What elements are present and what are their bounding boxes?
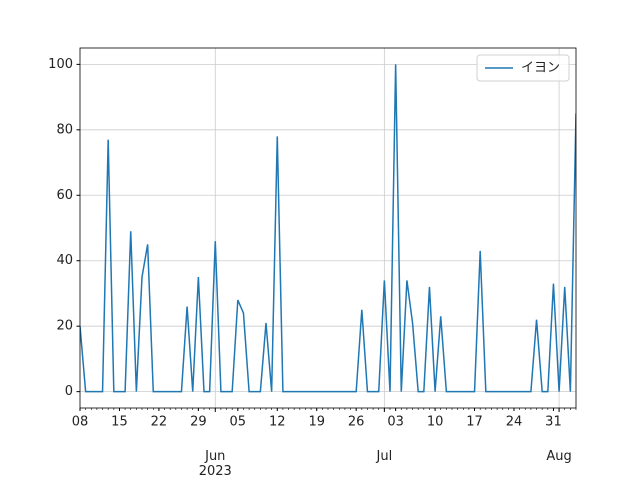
- y-tick-label: 80: [56, 122, 73, 137]
- x-tick-label: 15: [111, 415, 128, 430]
- x-tick-label: 22: [151, 415, 168, 430]
- x-tick-label: 12: [269, 415, 286, 430]
- x-tick-label: 03: [387, 415, 404, 430]
- x-tick-label: 29: [190, 415, 207, 430]
- x-major-tick-label: Jul: [376, 449, 393, 464]
- x-major-tick-line: Aug: [546, 449, 571, 464]
- y-tick-label: 40: [56, 253, 73, 268]
- x-major-tick-label: Jun 2023: [199, 449, 232, 479]
- legend-label: イヨン: [521, 61, 560, 76]
- plot-frame: [79, 47, 577, 409]
- x-tick-label: 26: [348, 415, 365, 430]
- y-tick-label: 100: [48, 57, 73, 72]
- x-tick-label: 24: [506, 415, 523, 430]
- legend-box: [476, 54, 570, 82]
- y-tick-label: 0: [65, 384, 73, 399]
- y-tick-label: 20: [56, 319, 73, 334]
- x-major-tick-label: Aug: [546, 449, 571, 464]
- x-tick-label: 10: [427, 415, 444, 430]
- x-tick-label: 05: [230, 415, 247, 430]
- series-line: [80, 64, 576, 393]
- x-tick-label: 19: [308, 415, 325, 430]
- x-tick-label: 31: [545, 415, 562, 430]
- x-tick-label: 17: [466, 415, 483, 430]
- x-major-tick-line: 2023: [199, 464, 232, 479]
- x-major-tick-line: Jul: [376, 449, 393, 464]
- y-tick-label: 60: [56, 188, 73, 203]
- x-major-tick-line: Jun: [204, 449, 225, 464]
- x-tick-label: 08: [72, 415, 89, 430]
